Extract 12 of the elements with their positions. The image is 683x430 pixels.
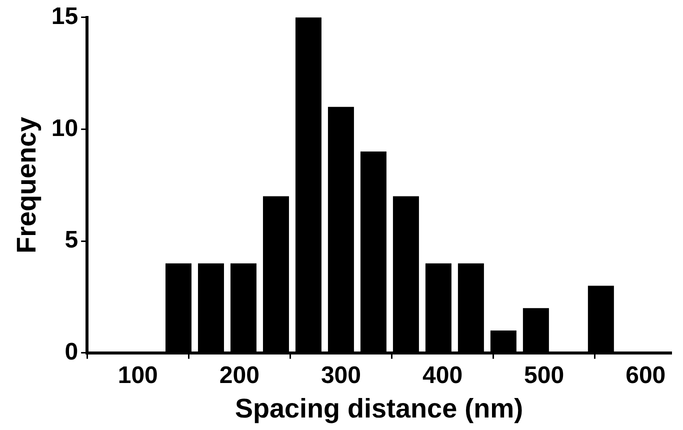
y-tick-label: 0 <box>64 338 78 366</box>
x-axis-title: Spacing distance (nm) <box>235 393 524 424</box>
x-tick-label: 500 <box>524 362 564 389</box>
x-tick-label: 100 <box>118 362 158 389</box>
x-tick-label: 400 <box>422 362 463 389</box>
y-tick-label: 10 <box>51 114 78 142</box>
x-tick-label: 200 <box>219 362 260 389</box>
x-tick-label: 600 <box>626 362 666 389</box>
y-tick-label: 5 <box>64 226 78 254</box>
y-axis-title: Frequency <box>12 116 42 254</box>
x-tick-label: 300 <box>320 362 361 389</box>
y-tick-label: 15 <box>51 3 78 30</box>
